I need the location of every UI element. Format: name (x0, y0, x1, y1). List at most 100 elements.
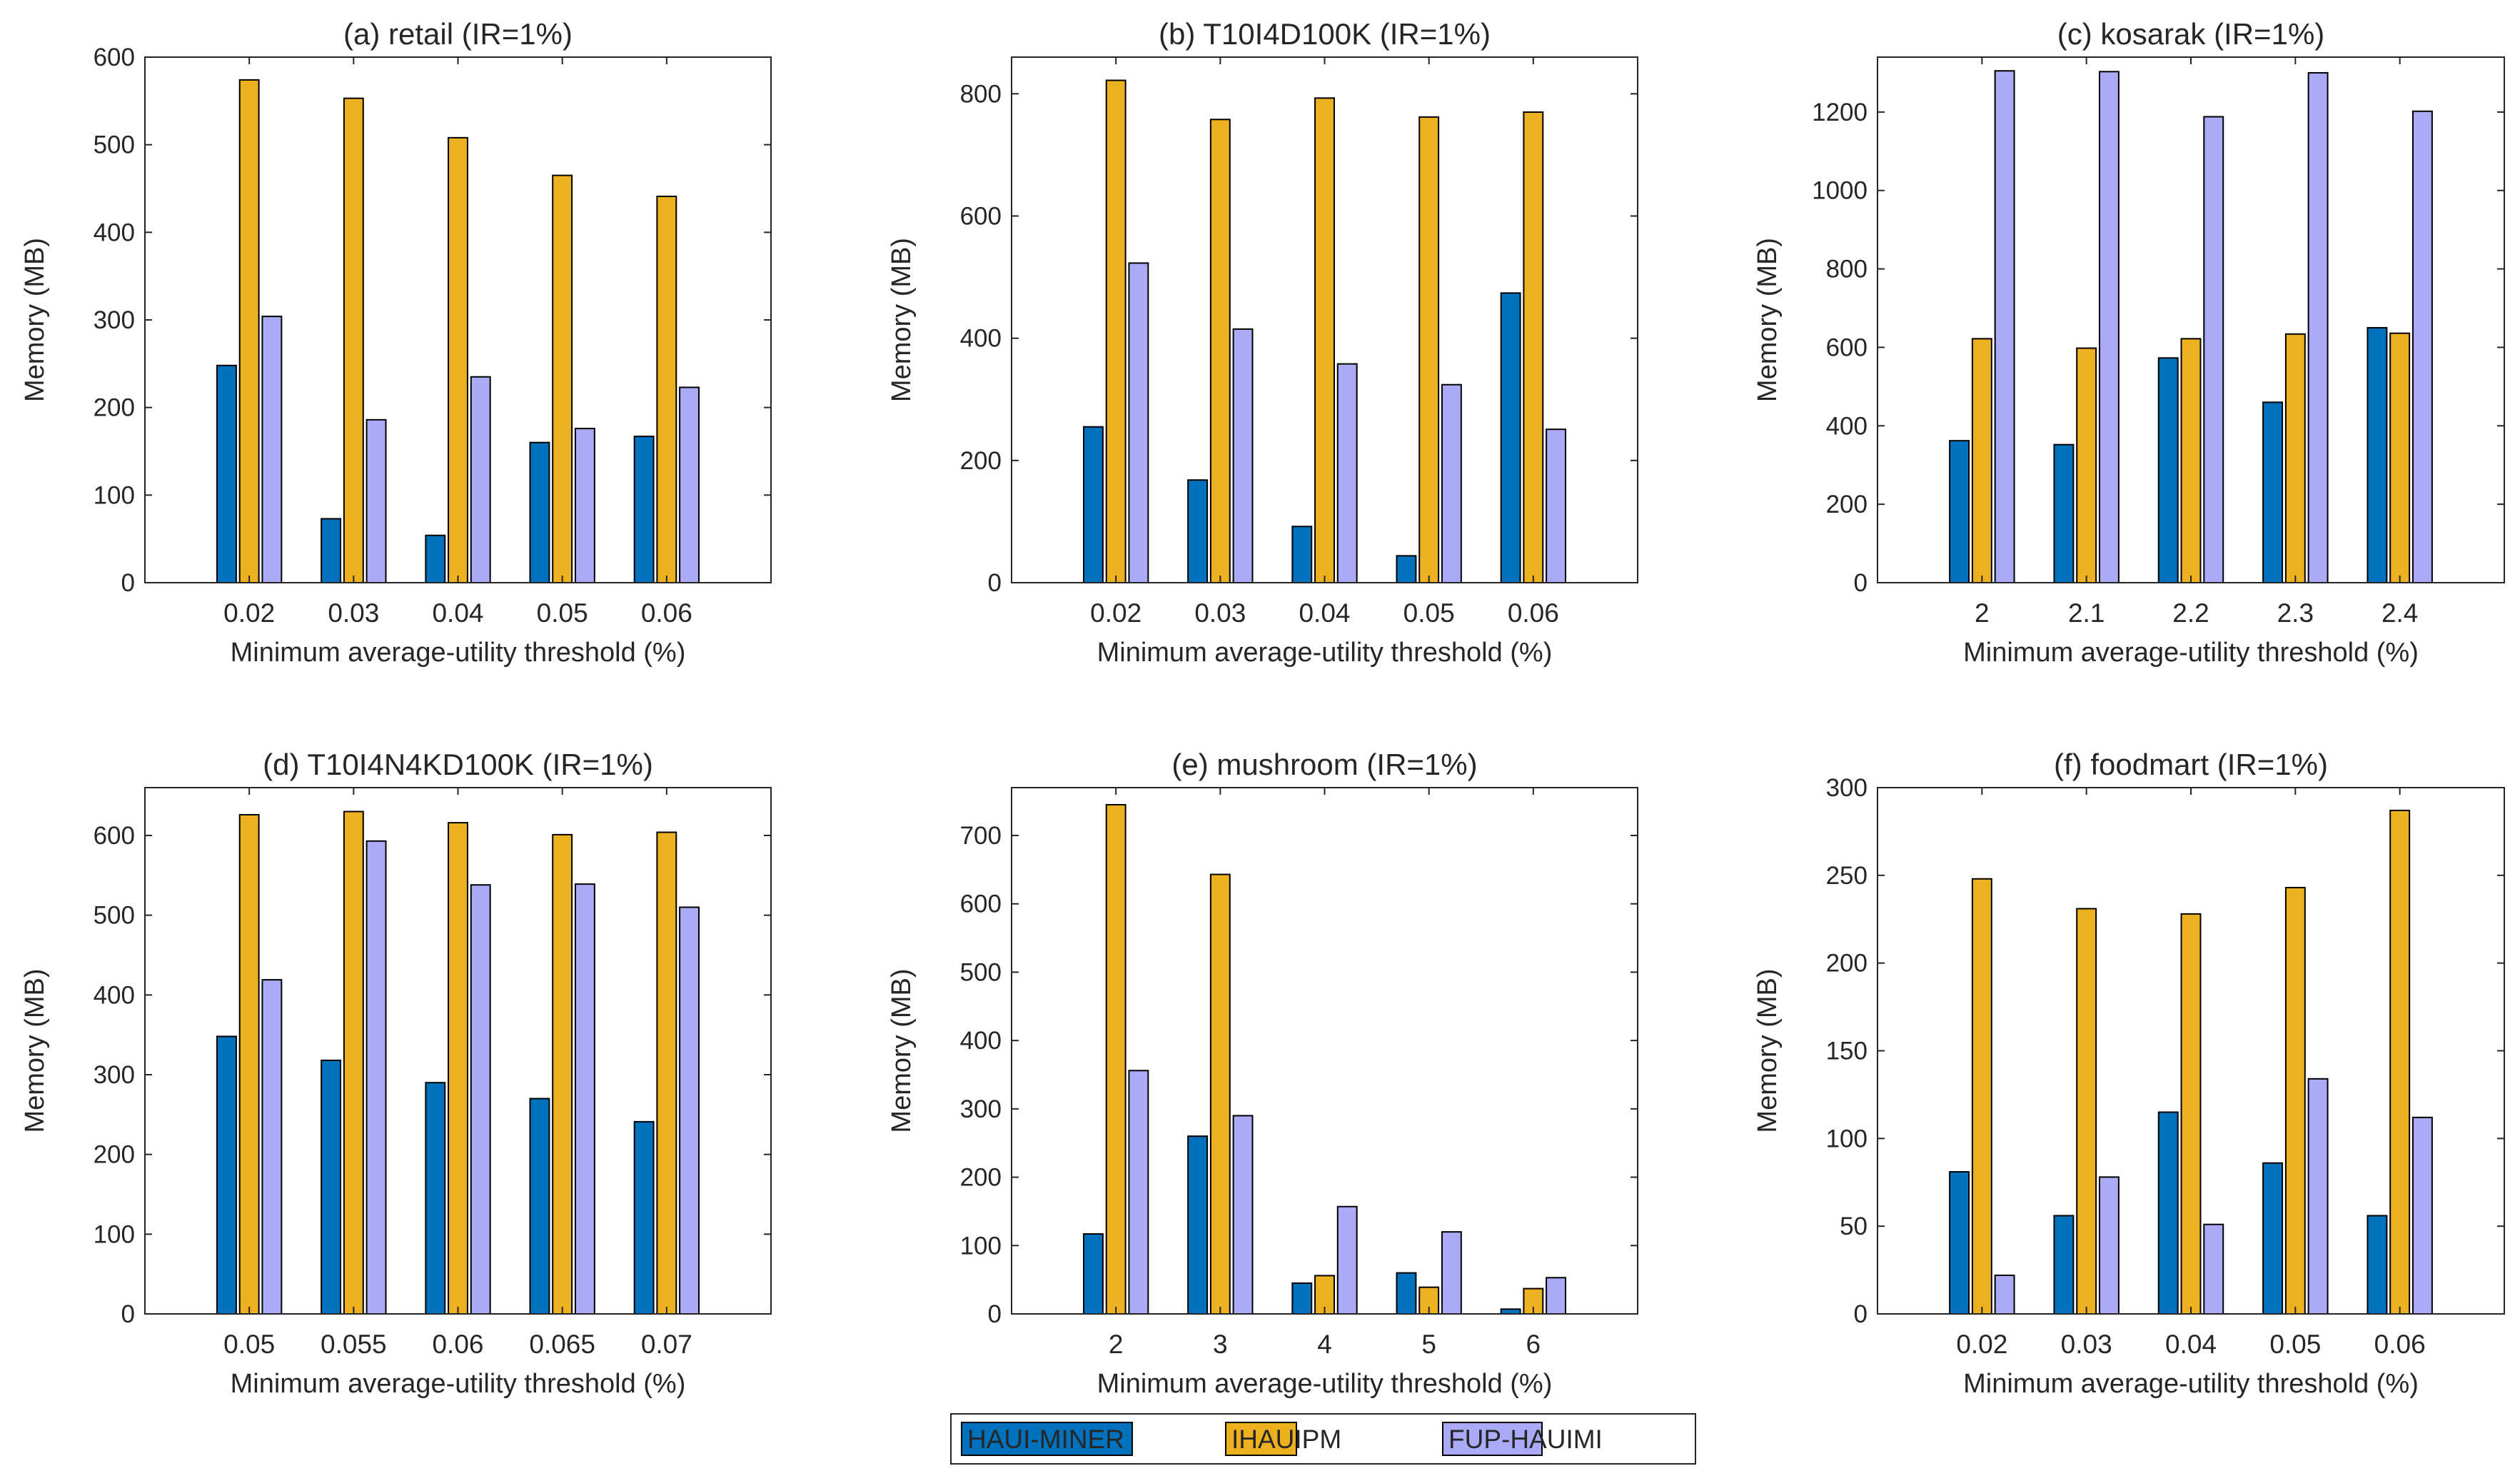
y-tick-label: 100 (94, 481, 135, 509)
bar-ihauipm-0.02 (1971, 878, 1992, 1315)
bar-fup-hauimi-0.06 (1546, 428, 1566, 583)
chart-title: (d) T10I4N4KD100K (IR=1%) (263, 748, 653, 781)
bar-fup-hauimi-0.04 (470, 376, 491, 583)
x-tick-label: 6 (1526, 1330, 1541, 1359)
y-tick-label: 400 (1826, 412, 1868, 440)
y-tick-label: 300 (960, 1095, 1002, 1123)
legend-swatch-haui-miner (961, 1422, 1133, 1456)
x-tick-label: 2.2 (2172, 598, 2209, 628)
x-axis-label: Minimum average-utility threshold (%) (1963, 1369, 2419, 1399)
x-tick-label: 0.06 (432, 1330, 483, 1359)
y-tick-label: 50 (1840, 1213, 1868, 1240)
bar-haui-miner-0.03 (321, 518, 342, 583)
x-tick-label: 4 (1317, 1330, 1332, 1359)
y-tick-label: 400 (960, 325, 1002, 353)
bar-ihauipm-0.065 (552, 833, 573, 1315)
x-tick-label: 0.07 (641, 1330, 692, 1359)
bar-ihauipm-2.1 (2076, 347, 2097, 583)
y-tick-label: 600 (960, 203, 1002, 231)
bar-fup-hauimi-2.4 (2411, 110, 2433, 584)
bar-fup-hauimi-0.05 (261, 979, 283, 1315)
y-axis-label: Memory (MB) (1753, 968, 1783, 1133)
y-axis-label: Memory (MB) (1753, 238, 1783, 402)
x-tick-label: 0.04 (432, 598, 483, 628)
x-tick-label: 0.05 (2269, 1330, 2321, 1359)
bar-haui-miner-0.02 (1949, 1171, 1970, 1315)
y-tick-label: 0 (1854, 1300, 1868, 1328)
axes-box (1011, 56, 1638, 583)
bar-fup-hauimi-0.07 (679, 906, 700, 1315)
axes-box (1877, 56, 2505, 583)
y-tick-label: 1200 (1812, 99, 1868, 126)
y-tick-label: 500 (94, 131, 135, 159)
y-tick-label: 200 (94, 394, 135, 422)
bar-fup-hauimi-0.05 (2307, 1078, 2329, 1315)
x-tick-label: 0.03 (1194, 598, 1246, 628)
bar-ihauipm-0.05 (1418, 116, 1440, 584)
legend-label-haui-miner: HAUI-MINER (967, 1425, 1124, 1454)
bar-fup-hauimi-0.03 (1232, 328, 1254, 583)
chart-title: (a) retail (IR=1%) (343, 17, 573, 51)
y-tick-label: 400 (94, 981, 135, 1009)
bar-haui-miner-0.06 (425, 1082, 446, 1315)
bar-ihauipm-2 (1971, 338, 1992, 583)
bar-haui-miner-2 (1083, 1233, 1104, 1315)
bar-fup-hauimi-0.06 (470, 884, 491, 1315)
bar-fup-hauimi-2.2 (2203, 116, 2224, 583)
x-tick-label: 2 (1109, 1330, 1124, 1359)
y-tick-label: 100 (94, 1220, 135, 1248)
y-tick-label: 800 (1826, 256, 1868, 283)
y-tick-label: 800 (960, 80, 1002, 108)
bar-haui-miner-2.1 (2053, 443, 2075, 583)
y-tick-label: 300 (1826, 774, 1868, 802)
x-tick-label: 0.065 (529, 1330, 595, 1359)
bar-fup-hauimi-3 (1232, 1115, 1254, 1315)
x-axis-label: Minimum average-utility threshold (%) (1963, 638, 2419, 668)
bar-haui-miner-0.06 (1500, 292, 1521, 583)
y-tick-label: 600 (1826, 333, 1868, 361)
bar-fup-hauimi-0.065 (574, 883, 595, 1315)
bar-ihauipm-0.04 (448, 136, 468, 583)
y-tick-label: 200 (1826, 491, 1868, 518)
chart-title: (b) T10I4D100K (IR=1%) (1159, 17, 1491, 51)
bar-haui-miner-2.3 (2262, 401, 2284, 583)
bar-ihauipm-0.055 (343, 810, 364, 1315)
bar-haui-miner-6 (1500, 1308, 1521, 1315)
chart-panel-2: 0 200 400 600 800 0.02 0.03 0.04 0.05 0.06 (b) T10… (887, 17, 1638, 668)
bar-haui-miner-0.06 (633, 436, 655, 583)
bar-haui-miner-0.05 (2262, 1162, 2284, 1315)
chart-panel-3: 0 200 400 600 800 1000 1200 2 2.1 2.2 2.3 2.4 (c) ko… (1753, 17, 2505, 668)
chart-panel-5: 0 100 200 300 400 500 600 700 2 3 4 5 6 (e) mushroom … (887, 748, 1638, 1399)
y-tick-label: 200 (94, 1141, 135, 1169)
bar-fup-hauimi-0.05 (1441, 383, 1462, 584)
bar-haui-miner-0.04 (2157, 1111, 2179, 1315)
chart-panel-1: 0 100 200 300 400 500 600 0.02 0.03 0.04 0.05 0.06 (… (20, 17, 772, 668)
bar-fup-hauimi-2 (1128, 1070, 1149, 1315)
x-tick-label: 5 (1421, 1330, 1436, 1359)
bar-ihauipm-0.06 (656, 196, 677, 584)
y-tick-label: 100 (960, 1232, 1002, 1260)
y-tick-label: 300 (94, 306, 135, 334)
axes-box (1877, 787, 2505, 1315)
bar-haui-miner-0.06 (2367, 1215, 2388, 1315)
bar-fup-hauimi-0.03 (366, 418, 387, 584)
x-tick-label: 0.04 (2165, 1330, 2217, 1359)
bar-haui-miner-0.03 (2053, 1215, 2075, 1315)
bar-ihauipm-0.03 (1209, 119, 1231, 583)
chart-panel-4: 0 100 200 300 400 500 600 0.05 0.055 0.06 0.065 0.0… (20, 748, 772, 1399)
y-tick-label: 600 (960, 890, 1002, 918)
chart-panel-6: 0 50 100 150 200 250 300 0.02 0.03 0.04 0.05 0.06 (f… (1753, 748, 2505, 1399)
bar-fup-hauimi-2.3 (2307, 71, 2329, 583)
bar-fup-hauimi-0.02 (1994, 1274, 2015, 1315)
bar-fup-hauimi-0.04 (1336, 363, 1358, 583)
y-tick-label: 700 (960, 822, 1002, 850)
x-tick-label: 0.02 (1956, 1330, 2007, 1359)
x-tick-label: 0.06 (1508, 598, 1559, 628)
bar-ihauipm-2 (1105, 803, 1127, 1315)
bar-haui-miner-0.055 (321, 1059, 342, 1315)
y-axis-label: Memory (MB) (20, 238, 50, 402)
chart-title: (c) kosarak (IR=1%) (2057, 17, 2325, 51)
bar-ihauipm-2.2 (2180, 338, 2202, 583)
legend-label-ihauipm: IHAUIPM (1231, 1425, 1341, 1454)
